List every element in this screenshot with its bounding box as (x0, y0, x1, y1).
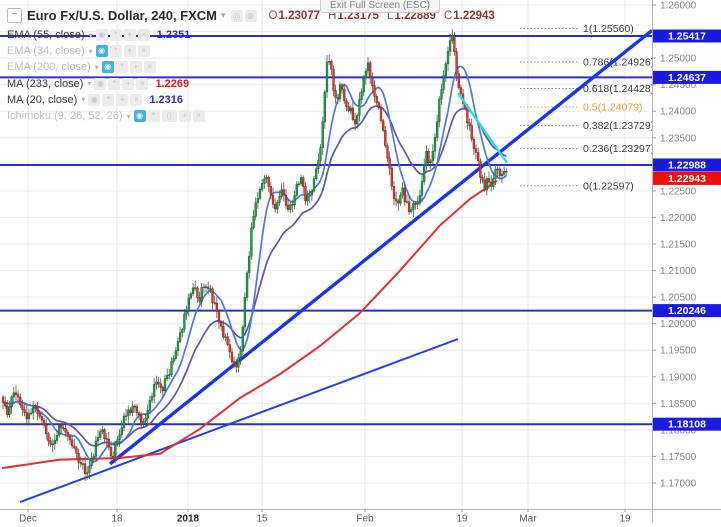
svg-text:1.17500: 1.17500 (660, 452, 697, 463)
gear-icon[interactable]: * (109, 45, 122, 58)
svg-text:1.24637: 1.24637 (668, 72, 706, 84)
ohlc-value: C1.22943 (443, 9, 495, 22)
svg-text:1.18108: 1.18108 (668, 419, 706, 431)
close-icon[interactable]: × (136, 77, 149, 90)
svg-text:19: 19 (456, 514, 468, 523)
svg-text:1.21000: 1.21000 (660, 266, 697, 277)
chevron-down-icon[interactable]: ▾ (221, 10, 226, 20)
eye-icon[interactable]: ◉ (133, 110, 146, 123)
plus-icon[interactable]: + (116, 93, 129, 106)
gear-icon[interactable]: * (102, 93, 115, 106)
ohlc-value: O1.23077 (268, 9, 321, 22)
svg-text:Feb: Feb (356, 514, 374, 523)
svg-text:1.19000: 1.19000 (660, 372, 697, 383)
indicator-row[interactable]: EMA (34, close) ▾ ◉ * + × (7, 43, 207, 59)
eye-icon[interactable]: ◉ (95, 29, 108, 42)
svg-text:1.24500: 1.24500 (660, 80, 697, 91)
svg-text:Dec: Dec (19, 514, 37, 523)
svg-text:1.19500: 1.19500 (660, 346, 697, 357)
compare-icon[interactable]: ◎ (230, 9, 243, 22)
close-icon[interactable]: × (137, 29, 150, 42)
svg-text:1.25000: 1.25000 (660, 54, 697, 65)
chevron-down-icon[interactable]: ▾ (81, 95, 86, 105)
braces-icon[interactable]: () (161, 110, 177, 123)
gear-icon[interactable]: * (115, 61, 128, 74)
chevron-down-icon[interactable]: ▾ (126, 111, 131, 121)
svg-text:1.18500: 1.18500 (660, 399, 697, 410)
svg-text:2018: 2018 (177, 514, 200, 523)
svg-text:1.22500: 1.22500 (660, 186, 697, 197)
svg-text:1.22943: 1.22943 (668, 173, 706, 185)
svg-text:0.382(1.23729): 0.382(1.23729) (583, 120, 654, 132)
indicator-value: 1.2351 (156, 29, 191, 42)
svg-text:1.24000: 1.24000 (660, 107, 697, 118)
indicator-label: MA (233, close) (7, 77, 84, 90)
svg-text:1.22000: 1.22000 (660, 213, 697, 224)
chevron-down-icon[interactable]: ▾ (88, 46, 93, 56)
indicator-label: EMA (34, close) (7, 45, 85, 58)
chevron-down-icon[interactable]: ▾ (88, 30, 93, 40)
eye-icon[interactable]: ◉ (94, 77, 107, 90)
indicator-value: 1.2269 (155, 77, 190, 90)
indicator-label: EMA (200, close) (7, 61, 91, 74)
svg-text:1.22988: 1.22988 (668, 160, 706, 172)
indicator-label: MA (20, close) (7, 93, 78, 106)
svg-text:1.17000: 1.17000 (660, 479, 697, 490)
indicator-value: 1.2316 (149, 93, 183, 106)
plus-icon[interactable]: + (123, 45, 136, 58)
indicator-label: EMA (55, close) (7, 29, 85, 42)
svg-text:0.786(1.24926): 0.786(1.24926) (583, 57, 654, 69)
svg-text:1.20000: 1.20000 (660, 319, 697, 330)
svg-text:1.23500: 1.23500 (660, 133, 697, 144)
close-icon[interactable]: × (137, 45, 150, 58)
plus-icon[interactable]: + (122, 77, 135, 90)
svg-text:1.20500: 1.20500 (660, 293, 697, 304)
plus-icon[interactable]: + (123, 29, 136, 42)
exit-fullscreen-button[interactable]: Exit Full Screen (ESC) (320, 0, 441, 13)
svg-text:1.26000: 1.26000 (660, 1, 697, 12)
svg-text:0.236(1.23297): 0.236(1.23297) (583, 143, 654, 155)
svg-text:0(1.22597): 0(1.22597) (583, 180, 634, 192)
svg-text:1.18000: 1.18000 (660, 425, 697, 436)
gear-icon[interactable]: * (147, 110, 160, 123)
collapse-panel-icon[interactable]: − (7, 8, 22, 23)
gear-icon[interactable]: * (109, 29, 122, 42)
svg-text:18: 18 (111, 514, 123, 523)
close-icon[interactable]: × (143, 61, 156, 74)
svg-text:1.25417: 1.25417 (668, 31, 706, 43)
eye-icon[interactable]: ◉ (88, 93, 101, 106)
chevron-down-icon[interactable]: ▾ (94, 62, 99, 72)
close-icon[interactable]: × (130, 93, 143, 106)
plus-icon[interactable]: + (178, 110, 191, 123)
symbol-title[interactable]: Euro Fx/U.S. Dollar, 240, FXCM (27, 8, 217, 23)
exit-fullscreen-label: Exit Full Screen (ESC) (330, 0, 431, 11)
settings-icon[interactable]: ⊕ (244, 9, 257, 22)
indicator-row[interactable]: MA (233, close) ▾ ◉ * + × 1.2269 (7, 76, 207, 92)
svg-text:0.618(1.24428): 0.618(1.24428) (583, 83, 654, 95)
svg-text:1(1.25560): 1(1.25560) (583, 23, 634, 35)
svg-text:1.21500: 1.21500 (660, 240, 697, 251)
svg-text:1.20246: 1.20246 (668, 305, 706, 317)
indicator-row[interactable]: EMA (200, close) ▾ ◉ * + × (7, 59, 207, 75)
plus-icon[interactable]: + (129, 61, 142, 74)
svg-text:0.5(1.24079): 0.5(1.24079) (583, 102, 643, 114)
indicator-legend: EMA (55, close) ▾ ◉ * + × 1.2351 EMA (34, close… (7, 27, 207, 124)
svg-text:15: 15 (256, 514, 268, 523)
eye-icon[interactable]: ◉ (95, 45, 108, 58)
indicator-row[interactable]: EMA (55, close) ▾ ◉ * + × 1.2351 (7, 27, 207, 43)
indicator-label: Ichimoku (9, 26, 52, 26) (7, 110, 123, 123)
indicator-row[interactable]: Ichimoku (9, 26, 52, 26) ▾ ◉ *() + × (7, 108, 207, 124)
svg-text:Mar: Mar (519, 514, 537, 523)
gear-icon[interactable]: * (108, 77, 121, 90)
eye-icon[interactable]: ◉ (101, 61, 114, 74)
svg-text:19: 19 (619, 514, 631, 523)
indicator-row[interactable]: MA (20, close) ▾ ◉ * + × 1.2316 (7, 92, 207, 108)
chevron-down-icon[interactable]: ▾ (87, 79, 92, 89)
close-icon[interactable]: × (192, 110, 205, 123)
